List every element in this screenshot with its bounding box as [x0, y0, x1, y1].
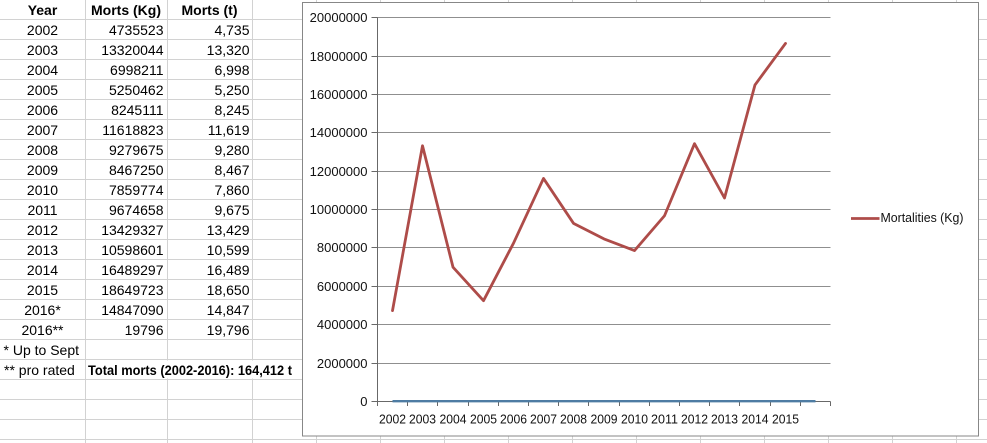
svg-text:2014: 2014	[27, 262, 58, 278]
svg-text:18000000: 18000000	[310, 49, 368, 64]
svg-text:16000000: 16000000	[310, 87, 368, 102]
svg-text:2008: 2008	[560, 412, 587, 427]
svg-text:4735523: 4735523	[109, 22, 164, 38]
svg-text:2016*: 2016*	[24, 302, 61, 318]
svg-text:2011: 2011	[27, 202, 57, 218]
svg-text:8245111: 8245111	[111, 102, 164, 118]
svg-text:16489297: 16489297	[101, 262, 164, 278]
svg-text:2006: 2006	[27, 102, 58, 118]
svg-text:2010: 2010	[27, 182, 58, 198]
svg-text:2007: 2007	[530, 412, 557, 427]
svg-text:2007: 2007	[27, 122, 58, 138]
svg-text:2004: 2004	[27, 62, 58, 78]
svg-text:12000000: 12000000	[310, 164, 368, 179]
svg-text:9279675: 9279675	[109, 142, 164, 158]
svg-text:2015: 2015	[772, 412, 799, 427]
svg-text:2015: 2015	[27, 282, 58, 298]
svg-text:8,245: 8,245	[214, 102, 249, 118]
svg-text:13,429: 13,429	[207, 222, 250, 238]
svg-text:18,650: 18,650	[207, 282, 250, 298]
svg-text:8467250: 8467250	[109, 162, 164, 178]
svg-text:9,675: 9,675	[214, 202, 249, 218]
svg-text:14,847: 14,847	[207, 302, 250, 318]
svg-text:2000000: 2000000	[317, 356, 368, 371]
svg-text:Year: Year	[28, 2, 58, 18]
svg-text:2002: 2002	[379, 412, 406, 427]
svg-text:2013: 2013	[711, 412, 738, 427]
svg-text:2008: 2008	[27, 142, 58, 158]
svg-text:6,998: 6,998	[214, 62, 249, 78]
svg-text:Total morts (2002-2016): 164,4: Total morts (2002-2016): 164,412 t	[88, 362, 292, 378]
svg-text:2010: 2010	[621, 412, 648, 427]
svg-text:6000000: 6000000	[317, 279, 368, 294]
svg-text:7,860: 7,860	[214, 182, 249, 198]
svg-text:16,489: 16,489	[207, 262, 250, 278]
svg-text:18649723: 18649723	[101, 282, 164, 298]
svg-text:2005: 2005	[27, 82, 58, 98]
svg-text:10000000: 10000000	[310, 202, 368, 217]
svg-text:11618823: 11618823	[102, 122, 163, 138]
svg-text:13,320: 13,320	[207, 42, 250, 58]
svg-text:20000000: 20000000	[310, 10, 368, 25]
svg-text:14847090: 14847090	[101, 302, 164, 318]
svg-text:7859774: 7859774	[109, 182, 164, 198]
svg-text:13320044: 13320044	[101, 42, 164, 58]
svg-text:2012: 2012	[27, 222, 58, 238]
svg-text:8000000: 8000000	[317, 240, 368, 255]
svg-text:0: 0	[360, 394, 367, 409]
svg-text:Mortalities (Kg): Mortalities (Kg)	[881, 210, 964, 225]
svg-text:Morts (Kg): Morts (Kg)	[91, 2, 161, 18]
svg-text:19,796: 19,796	[207, 322, 250, 338]
svg-text:5,250: 5,250	[214, 82, 249, 98]
svg-text:* Up to Sept: * Up to Sept	[4, 342, 80, 358]
svg-text:6998211: 6998211	[110, 62, 164, 78]
svg-text:2014: 2014	[742, 412, 769, 427]
svg-text:2012: 2012	[681, 412, 708, 427]
svg-text:2002: 2002	[27, 22, 58, 38]
svg-text:10598601: 10598601	[101, 242, 164, 258]
svg-text:19796: 19796	[125, 322, 164, 338]
svg-text:9674658: 9674658	[109, 202, 164, 218]
svg-text:2006: 2006	[500, 412, 527, 427]
svg-text:2016**: 2016**	[21, 322, 64, 338]
svg-text:8,467: 8,467	[214, 162, 249, 178]
svg-text:10,599: 10,599	[207, 242, 250, 258]
svg-text:2003: 2003	[27, 42, 58, 58]
svg-text:2003: 2003	[409, 412, 436, 427]
svg-text:2005: 2005	[470, 412, 497, 427]
svg-text:4000000: 4000000	[317, 317, 368, 332]
svg-text:2009: 2009	[27, 162, 58, 178]
svg-text:2009: 2009	[591, 412, 618, 427]
svg-text:2004: 2004	[440, 412, 467, 427]
svg-text:2011: 2011	[651, 412, 678, 427]
svg-text:2013: 2013	[27, 242, 58, 258]
svg-text:5250462: 5250462	[109, 82, 164, 98]
svg-text:13429327: 13429327	[101, 222, 164, 238]
svg-text:4,735: 4,735	[214, 22, 249, 38]
svg-text:11,619: 11,619	[208, 122, 250, 138]
svg-text:** pro rated: ** pro rated	[4, 362, 75, 378]
svg-text:9,280: 9,280	[214, 142, 249, 158]
svg-text:14000000: 14000000	[310, 125, 368, 140]
svg-text:Morts (t): Morts (t)	[182, 2, 238, 18]
